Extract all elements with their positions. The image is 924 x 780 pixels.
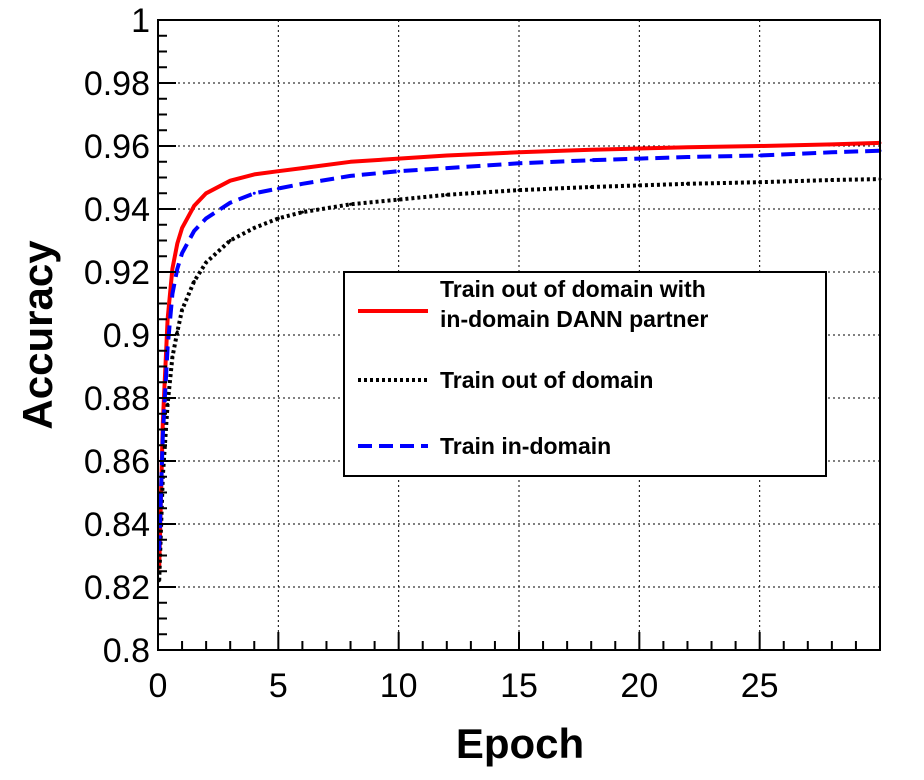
x-axis-title: Epoch bbox=[456, 720, 584, 767]
x-tick-label: 20 bbox=[620, 667, 658, 705]
legend: Train out of domain with in-domain DANN p… bbox=[343, 271, 827, 477]
series-line-2 bbox=[157, 177, 881, 581]
series-1-point bbox=[517, 150, 521, 154]
legend-label-2: Train out of domain bbox=[440, 367, 653, 393]
legend-box bbox=[343, 271, 827, 477]
y-tick-label: 0.86 bbox=[84, 443, 150, 481]
series-3-point bbox=[175, 267, 179, 271]
series-1-point bbox=[192, 204, 196, 208]
series-2-point bbox=[445, 193, 449, 197]
y-tick-label: 0.84 bbox=[84, 506, 150, 544]
series-2-point bbox=[175, 330, 179, 334]
series-1-point bbox=[170, 267, 174, 271]
series-2-point bbox=[517, 188, 521, 192]
series-1-point bbox=[397, 157, 401, 161]
series-3-point bbox=[161, 434, 165, 438]
series-3-point bbox=[166, 346, 170, 350]
series-2-point bbox=[589, 185, 593, 189]
series-1-point bbox=[180, 226, 184, 230]
series-3-point bbox=[276, 187, 280, 191]
series-2-point bbox=[637, 183, 641, 187]
series-2-point bbox=[349, 202, 353, 206]
legend-label-1: Train out of domain with bbox=[440, 276, 706, 302]
series-1-point bbox=[300, 166, 304, 170]
series-2-point bbox=[180, 308, 184, 312]
axis-tick-labels: 0 5 10 15 20 25 0.8 0.82 0.84 0.86 0.88 0.9 0.92 0.94… bbox=[84, 2, 779, 705]
series-3-point bbox=[758, 153, 762, 157]
series-1-point bbox=[252, 172, 256, 176]
x-tick-label: 0 bbox=[149, 667, 168, 705]
series-3-point bbox=[349, 174, 353, 178]
series-1-point bbox=[228, 179, 232, 183]
series-3-point bbox=[252, 191, 256, 195]
y-tick-label: 0.94 bbox=[84, 191, 150, 229]
series-2-point bbox=[830, 178, 834, 182]
legend-label-1: in-domain DANN partner bbox=[440, 306, 708, 332]
y-tick-label: 0.9 bbox=[103, 317, 150, 355]
series-2-point bbox=[166, 402, 170, 406]
y-tick-label: 0.98 bbox=[84, 65, 150, 103]
y-tick-label: 1 bbox=[131, 2, 150, 40]
series-2-point bbox=[170, 355, 174, 359]
series-3-point bbox=[397, 169, 401, 173]
x-tick-label: 5 bbox=[269, 667, 288, 705]
series-line-3 bbox=[157, 148, 881, 550]
series-1-point bbox=[445, 153, 449, 157]
legend-label-3: Train in-domain bbox=[440, 433, 611, 459]
series-2-point bbox=[228, 239, 232, 242]
series-1-point bbox=[175, 242, 179, 246]
y-tick-label: 0.96 bbox=[84, 128, 150, 166]
axis-ticks bbox=[157, 19, 881, 651]
series-3-point bbox=[517, 161, 521, 165]
series-line-1 bbox=[157, 140, 881, 569]
series-3-point bbox=[204, 216, 208, 220]
series-2-point bbox=[758, 180, 762, 184]
series-3-point bbox=[192, 229, 196, 233]
series-2-point bbox=[192, 279, 196, 283]
series-3-point bbox=[170, 292, 174, 296]
series-1-point bbox=[349, 160, 353, 164]
series-3-point bbox=[180, 251, 184, 255]
series-2-point bbox=[276, 216, 280, 220]
x-tick-label: 15 bbox=[500, 667, 538, 705]
series-1-point bbox=[276, 169, 280, 173]
x-tick-label: 10 bbox=[380, 667, 418, 705]
series-3-point bbox=[228, 201, 232, 205]
series-1-point bbox=[830, 142, 834, 146]
series-3-point bbox=[589, 158, 593, 162]
series-3-point bbox=[637, 157, 641, 161]
series-2-point bbox=[685, 182, 689, 186]
series-3-point bbox=[685, 155, 689, 159]
series-3-point bbox=[300, 182, 304, 186]
series-1-point bbox=[589, 148, 593, 152]
series-1-point bbox=[637, 147, 641, 151]
y-tick-label: 0.8 bbox=[103, 632, 150, 670]
series-3-point bbox=[830, 150, 834, 154]
y-axis-title: Accuracy bbox=[14, 240, 61, 430]
x-tick-label: 25 bbox=[741, 667, 779, 705]
series-2-point bbox=[252, 226, 256, 230]
y-tick-label: 0.92 bbox=[84, 254, 150, 292]
series-2-point bbox=[204, 261, 208, 265]
series-2-point bbox=[397, 198, 401, 202]
series-3-point bbox=[445, 166, 449, 170]
series-1-point bbox=[685, 145, 689, 149]
series-1-point bbox=[758, 144, 762, 148]
series-1-point bbox=[204, 191, 208, 195]
series-2-point bbox=[300, 210, 304, 214]
y-tick-label: 0.82 bbox=[84, 569, 150, 607]
series-layer bbox=[157, 140, 882, 583]
y-tick-label: 0.88 bbox=[84, 380, 150, 418]
